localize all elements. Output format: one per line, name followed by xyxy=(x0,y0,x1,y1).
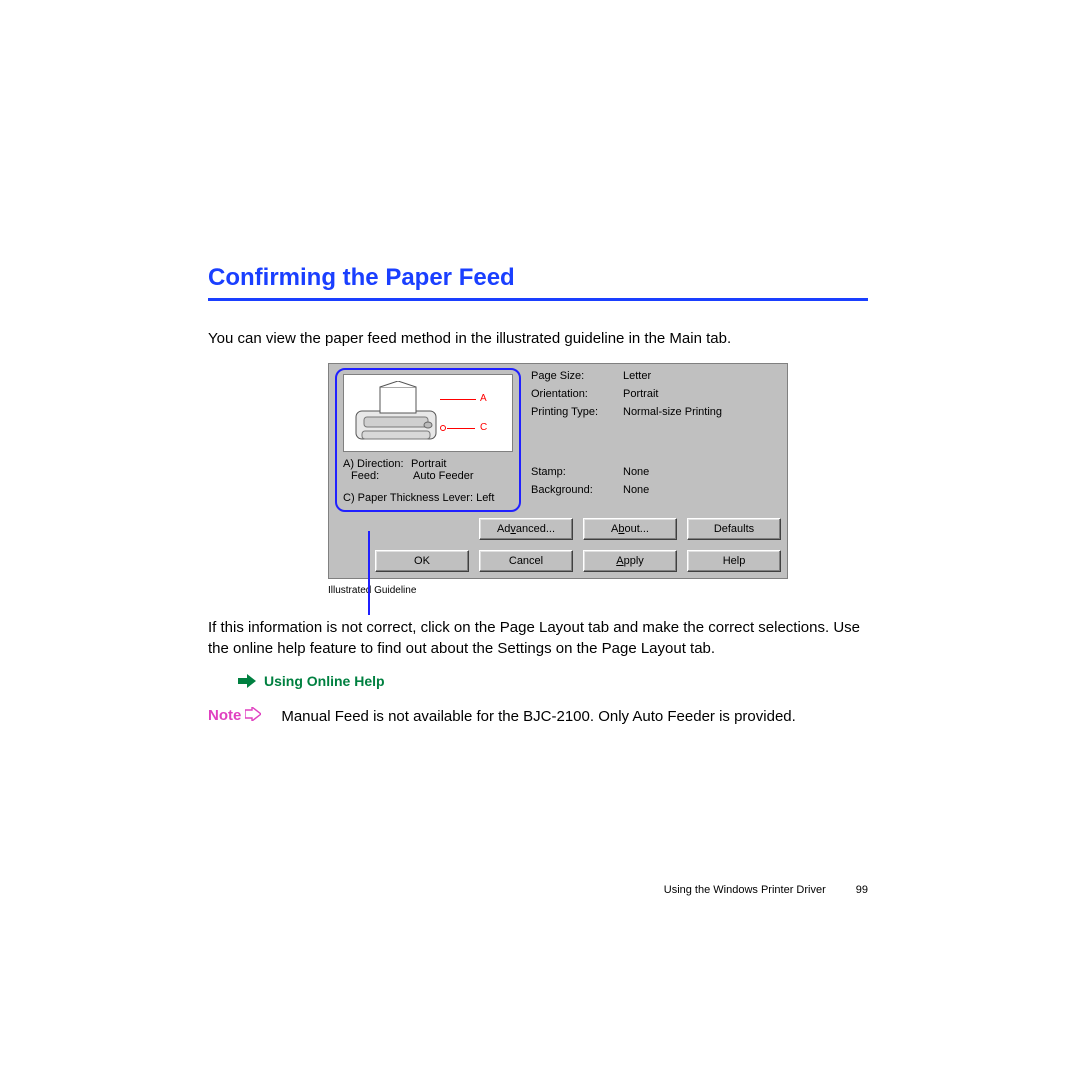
background-value: None xyxy=(623,484,777,496)
stamp-value: None xyxy=(623,466,777,478)
about-button[interactable]: About... xyxy=(583,518,677,540)
orientation-label: Orientation: xyxy=(531,388,623,400)
marker-a-label: A xyxy=(480,393,487,404)
printing-type-row: Printing Type: Normal-size Printing xyxy=(531,406,777,418)
printer-dialog: A C A) Direction: Portrait Feed: Auto Fe… xyxy=(328,363,788,579)
marker-c-label: C xyxy=(480,422,487,433)
note-arrow-icon xyxy=(245,707,261,725)
page-size-value: Letter xyxy=(623,370,777,382)
feed-label: Feed: xyxy=(351,470,413,482)
footer-page-number: 99 xyxy=(856,884,868,896)
dialog-button-row-2: OK Cancel Apply Help xyxy=(335,550,781,572)
arrow-right-icon xyxy=(238,674,256,688)
printer-icon xyxy=(350,381,448,447)
printing-type-label: Printing Type: xyxy=(531,406,623,418)
cancel-button[interactable]: Cancel xyxy=(479,550,573,572)
help-button[interactable]: Help xyxy=(687,550,781,572)
defaults-button[interactable]: Defaults xyxy=(687,518,781,540)
page-size-label: Page Size: xyxy=(531,370,623,382)
dialog-info-column: Page Size: Letter Orientation: Portrait … xyxy=(529,368,781,512)
para-2: If this information is not correct, clic… xyxy=(208,618,868,659)
printer-illustration: A C xyxy=(343,374,513,452)
note-label: Note xyxy=(208,707,261,727)
feed-value: Auto Feeder xyxy=(413,470,474,482)
dialog-screenshot: A C A) Direction: Portrait Feed: Auto Fe… xyxy=(328,363,868,579)
orientation-value: Portrait xyxy=(623,388,777,400)
guideline-direction-row: A) Direction: Portrait xyxy=(343,458,513,470)
page-heading: Confirming the Paper Feed xyxy=(208,264,868,292)
stamp-row: Stamp: None xyxy=(531,466,777,478)
stamp-label: Stamp: xyxy=(531,466,623,478)
footer-chapter: Using the Windows Printer Driver xyxy=(664,884,826,896)
note-block: Note Manual Feed is not available for th… xyxy=(208,707,868,727)
printing-type-value: Normal-size Printing xyxy=(623,406,777,418)
direction-label: A) Direction: xyxy=(343,458,411,470)
advanced-button[interactable]: Advanced... xyxy=(479,518,573,540)
note-word: Note xyxy=(208,707,241,724)
cross-ref-text: Using Online Help xyxy=(264,673,385,689)
callout-line xyxy=(368,531,370,615)
ok-button[interactable]: OK xyxy=(375,550,469,572)
intro-paragraph: You can view the paper feed method in th… xyxy=(208,329,868,349)
note-body: Manual Feed is not available for the BJC… xyxy=(281,707,868,727)
guideline-feed-row: Feed: Auto Feeder xyxy=(351,470,513,482)
page-footer: Using the Windows Printer Driver 99 xyxy=(664,884,868,896)
page-size-row: Page Size: Letter xyxy=(531,370,777,382)
background-label: Background: xyxy=(531,484,623,496)
marker-a-line xyxy=(440,399,476,400)
direction-value: Portrait xyxy=(411,458,513,470)
illustrated-guideline-box: A C A) Direction: Portrait Feed: Auto Fe… xyxy=(335,368,521,512)
figure-caption: Illustrated Guideline xyxy=(328,585,868,596)
background-row: Background: None xyxy=(531,484,777,496)
apply-button[interactable]: Apply xyxy=(583,550,677,572)
heading-rule xyxy=(208,298,868,301)
cross-ref-link[interactable]: Using Online Help xyxy=(238,673,868,689)
guideline-thickness-row: C) Paper Thickness Lever: Left xyxy=(343,492,513,504)
dialog-button-row-1: Advanced... About... Defaults xyxy=(335,518,781,540)
marker-c-line xyxy=(447,428,475,429)
orientation-row: Orientation: Portrait xyxy=(531,388,777,400)
